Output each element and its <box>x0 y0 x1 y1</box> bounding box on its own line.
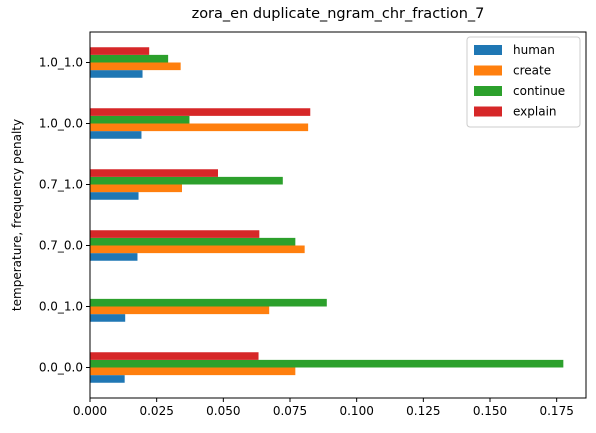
y-tick-label: 0.0_0.0 <box>39 361 83 375</box>
bar-continue-1.0_1.0 <box>90 54 169 63</box>
bar-explain-1.0_0.0 <box>90 108 311 116</box>
y-tick-label: 0.0_1.0 <box>39 300 83 314</box>
bar-human-0.7_0.0 <box>90 253 138 261</box>
bar-continue-0.0_1.0 <box>90 298 327 307</box>
legend: human create continue explain <box>466 36 581 128</box>
legend-swatch-explain <box>474 106 502 117</box>
bar-human-1.0_1.0 <box>90 70 143 78</box>
legend-label-explain: explain <box>513 105 557 119</box>
legend-box <box>466 36 581 128</box>
chart-title: zora_en duplicate_ngram_chr_fraction_7 <box>192 6 485 22</box>
legend-label-create: create <box>513 64 551 78</box>
bar-create-0.0_1.0 <box>90 306 270 315</box>
x-axis-ticks: 0.000 0.025 0.050 0.075 0.100 0.125 0.150 0.175 <box>73 398 574 418</box>
bar-continue-0.7_0.0 <box>90 237 296 246</box>
legend-swatch-continue <box>474 86 502 96</box>
bar-create-1.0_1.0 <box>90 62 181 71</box>
x-tick-label: 0.000 <box>73 404 107 418</box>
x-tick-label: 0.075 <box>273 404 307 418</box>
y-axis-ticks: 0.0_0.0 0.0_1.0 0.7_0.0 0.7_1.0 1.0_0.0 1.0_1… <box>39 56 90 375</box>
bar-explain-1.0_1.0 <box>90 47 150 55</box>
y-axis-label: temperature, frequency penalty <box>10 119 24 311</box>
x-tick-label: 0.125 <box>406 404 440 418</box>
bar-continue-1.0_0.0 <box>90 115 190 124</box>
x-tick-label: 0.150 <box>473 404 507 418</box>
bar-explain-0.0_0.0 <box>90 352 259 360</box>
x-tick-label: 0.175 <box>539 404 573 418</box>
bar-create-0.7_0.0 <box>90 245 305 254</box>
bar-human-0.0_1.0 <box>90 314 126 322</box>
legend-label-continue: continue <box>513 84 565 98</box>
plot-frame <box>89 31 587 399</box>
legend-swatch-human <box>474 45 502 55</box>
bars-group <box>90 47 564 383</box>
y-tick-label: 0.7_1.0 <box>39 178 83 192</box>
x-tick-label: 0.050 <box>206 404 240 418</box>
legend-swatch-create <box>474 65 502 76</box>
bar-create-0.7_1.0 <box>90 184 182 193</box>
x-tick-label: 0.100 <box>339 404 373 418</box>
bar-human-1.0_0.0 <box>90 131 142 139</box>
bar-human-0.7_1.0 <box>90 192 139 200</box>
legend-label-human: human <box>513 43 555 57</box>
y-tick-label: 0.7_0.0 <box>39 239 83 253</box>
bar-continue-0.7_1.0 <box>90 176 283 185</box>
bar-explain-0.7_1.0 <box>90 169 218 177</box>
x-tick-label: 0.025 <box>139 404 173 418</box>
y-tick-label: 1.0_0.0 <box>39 117 83 131</box>
bar-explain-0.7_0.0 <box>90 230 260 238</box>
bar-continue-0.0_0.0 <box>90 359 564 368</box>
bar-create-0.0_0.0 <box>90 367 296 376</box>
y-tick-label: 1.0_1.0 <box>39 56 83 70</box>
bar-create-1.0_0.0 <box>90 123 309 132</box>
bar-human-0.0_0.0 <box>90 375 125 383</box>
